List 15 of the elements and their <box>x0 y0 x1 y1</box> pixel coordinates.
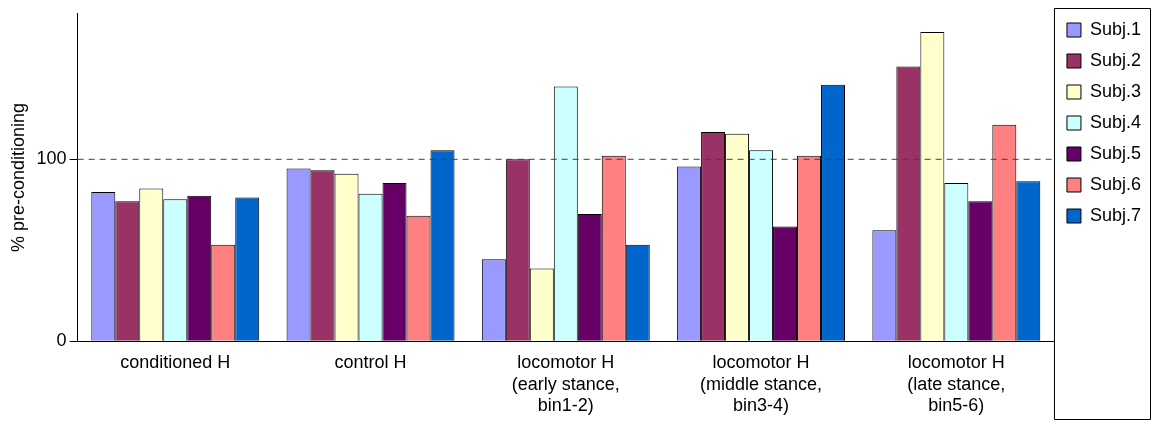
x-tick-label: locomotor H (middle stance, bin3-4) <box>700 351 823 416</box>
x-tick-label: locomotor H (late stance, bin5-6) <box>907 351 1006 416</box>
legend-label: Subj.4 <box>1089 111 1142 132</box>
legend-label: Subj.1 <box>1089 18 1142 39</box>
legend-label: Subj.3 <box>1089 80 1142 101</box>
x-tick-label: locomotor H (early stance, bin1-2) <box>511 351 620 416</box>
legend-label: Subj.5 <box>1089 142 1142 163</box>
x-tick-label: control H <box>334 351 407 372</box>
legend-label: Subj.7 <box>1089 204 1142 225</box>
y-tick-label: 100 <box>36 148 67 169</box>
legend-label: Subj.6 <box>1089 173 1142 194</box>
y-tick-label: 0 <box>56 330 67 351</box>
y-axis-title: % pre-conditioning <box>7 102 28 253</box>
x-tick-label: conditioned H <box>120 351 231 372</box>
legend-label: Subj.2 <box>1089 49 1142 70</box>
